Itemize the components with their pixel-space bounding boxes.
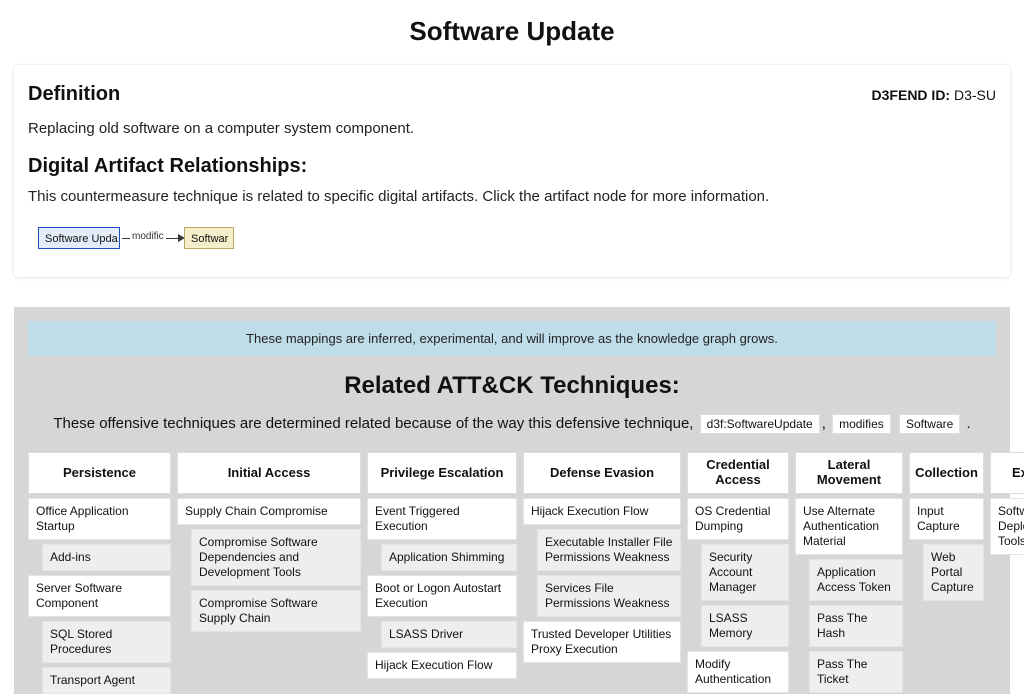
attck-column-header: Lateral Movement: [795, 452, 903, 494]
attck-column-header: Credential Access: [687, 452, 789, 494]
attck-intro: These offensive techniques are determine…: [28, 414, 996, 434]
artifact-node-target[interactable]: Softwar: [184, 227, 234, 249]
attck-column: PersistenceOffice Application Startup Add…: [28, 452, 171, 694]
attck-heading: Related ATT&CK Techniques:: [28, 372, 996, 400]
attck-intro-prefix: These offensive techniques are determine…: [53, 415, 693, 432]
attck-subtechnique[interactable]: Security Account Manager: [701, 544, 789, 601]
relationships-text: This countermeasure technique is related…: [28, 188, 996, 205]
d3fend-id-label: D3FEND ID:: [872, 87, 951, 103]
definition-card: Definition D3FEND ID: D3-SU Replacing ol…: [14, 65, 1010, 277]
attck-column: Defense Evasion Hijack Execution Flow Exec…: [523, 452, 681, 663]
attck-technique[interactable]: Hijack Execution Flow: [367, 652, 517, 679]
attck-column: Lateral MovementUse Alternate Authentica…: [795, 452, 903, 693]
attck-technique[interactable]: Supply Chain Compromise: [177, 498, 361, 525]
attck-subtechnique[interactable]: Compromise Software Supply Chain: [191, 590, 361, 632]
attck-column-header: Execution: [990, 452, 1024, 494]
definition-heading: Definition: [28, 83, 120, 106]
attck-subtechnique[interactable]: Application Access Token: [809, 559, 903, 601]
attck-column: Credential AccessOS Credential DumpingSe…: [687, 452, 789, 693]
artifact-edge-label: modific: [130, 231, 166, 242]
attck-technique[interactable]: Hijack Execution Flow: [523, 498, 681, 525]
attck-technique[interactable]: Software Deployment Tools Execution: [990, 498, 1024, 555]
attck-technique[interactable]: Event Triggered Execution: [367, 498, 517, 540]
d3fend-id-value: D3-SU: [954, 87, 996, 103]
chip-technique-id[interactable]: d3f:SoftwareUpdate: [700, 414, 820, 434]
attck-column: Initial Access Supply Chain Compromise Com…: [177, 452, 361, 632]
attck-subtechnique[interactable]: SQL Stored Procedures: [42, 621, 171, 663]
page-title: Software Update: [0, 16, 1024, 47]
attck-subtechnique[interactable]: LSASS Memory: [701, 605, 789, 647]
attck-columns: PersistenceOffice Application Startup Add…: [28, 452, 996, 694]
attck-technique[interactable]: Modify Authentication: [687, 651, 789, 693]
attck-subtechnique[interactable]: Transport Agent: [42, 667, 171, 694]
attck-subtechnique[interactable]: Add-ins: [42, 544, 171, 571]
attck-column-header: Collection: [909, 452, 984, 494]
attck-subtechnique[interactable]: Pass The Hash: [809, 605, 903, 647]
attck-column-header: Persistence: [28, 452, 171, 494]
attck-technique[interactable]: Office Application Startup: [28, 498, 171, 540]
attck-column: Privilege EscalationEvent Triggered Exec…: [367, 452, 517, 679]
definition-text: Replacing old software on a computer sys…: [28, 120, 996, 137]
attck-technique[interactable]: Server Software Component: [28, 575, 171, 617]
attck-panel: These mappings are inferred, experimenta…: [14, 307, 1010, 694]
attck-technique[interactable]: Trusted Developer Utilities Proxy Execut…: [523, 621, 681, 663]
attck-intro-sep: ,: [822, 415, 826, 432]
attck-column-header: Initial Access: [177, 452, 361, 494]
attck-technique[interactable]: Input Capture: [909, 498, 984, 540]
attck-technique[interactable]: OS Credential Dumping: [687, 498, 789, 540]
attck-subtechnique[interactable]: Executable Installer File Permissions We…: [537, 529, 681, 571]
attck-subtechnique[interactable]: Application Shimming: [381, 544, 517, 571]
chip-relation[interactable]: modifies: [832, 414, 891, 434]
attck-technique[interactable]: Use Alternate Authentication Material: [795, 498, 903, 555]
relationships-heading: Digital Artifact Relationships:: [28, 155, 996, 178]
attck-column: Execution Software Deployment Tools Execu…: [990, 452, 1024, 555]
attck-subtechnique[interactable]: Services File Permissions Weakness: [537, 575, 681, 617]
artifact-node-source[interactable]: Software Upda: [38, 227, 120, 249]
artifact-diagram: Software Upda modific Softwar: [38, 223, 996, 255]
mapping-banner: These mappings are inferred, experimenta…: [28, 321, 996, 356]
attck-technique[interactable]: Boot or Logon Autostart Execution: [367, 575, 517, 617]
attck-subtechnique[interactable]: LSASS Driver: [381, 621, 517, 648]
chip-artifact[interactable]: Software: [899, 414, 960, 434]
attck-intro-suffix: .: [966, 415, 970, 432]
attck-subtechnique[interactable]: Web Portal Capture: [923, 544, 984, 601]
attck-column-header: Privilege Escalation: [367, 452, 517, 494]
d3fend-id: D3FEND ID: D3-SU: [872, 87, 996, 103]
attck-column-header: Defense Evasion: [523, 452, 681, 494]
attck-subtechnique[interactable]: Compromise Software Dependencies and Dev…: [191, 529, 361, 586]
attck-subtechnique[interactable]: Pass The Ticket: [809, 651, 903, 693]
attck-column: CollectionInput CaptureWeb Portal Captur…: [909, 452, 984, 601]
